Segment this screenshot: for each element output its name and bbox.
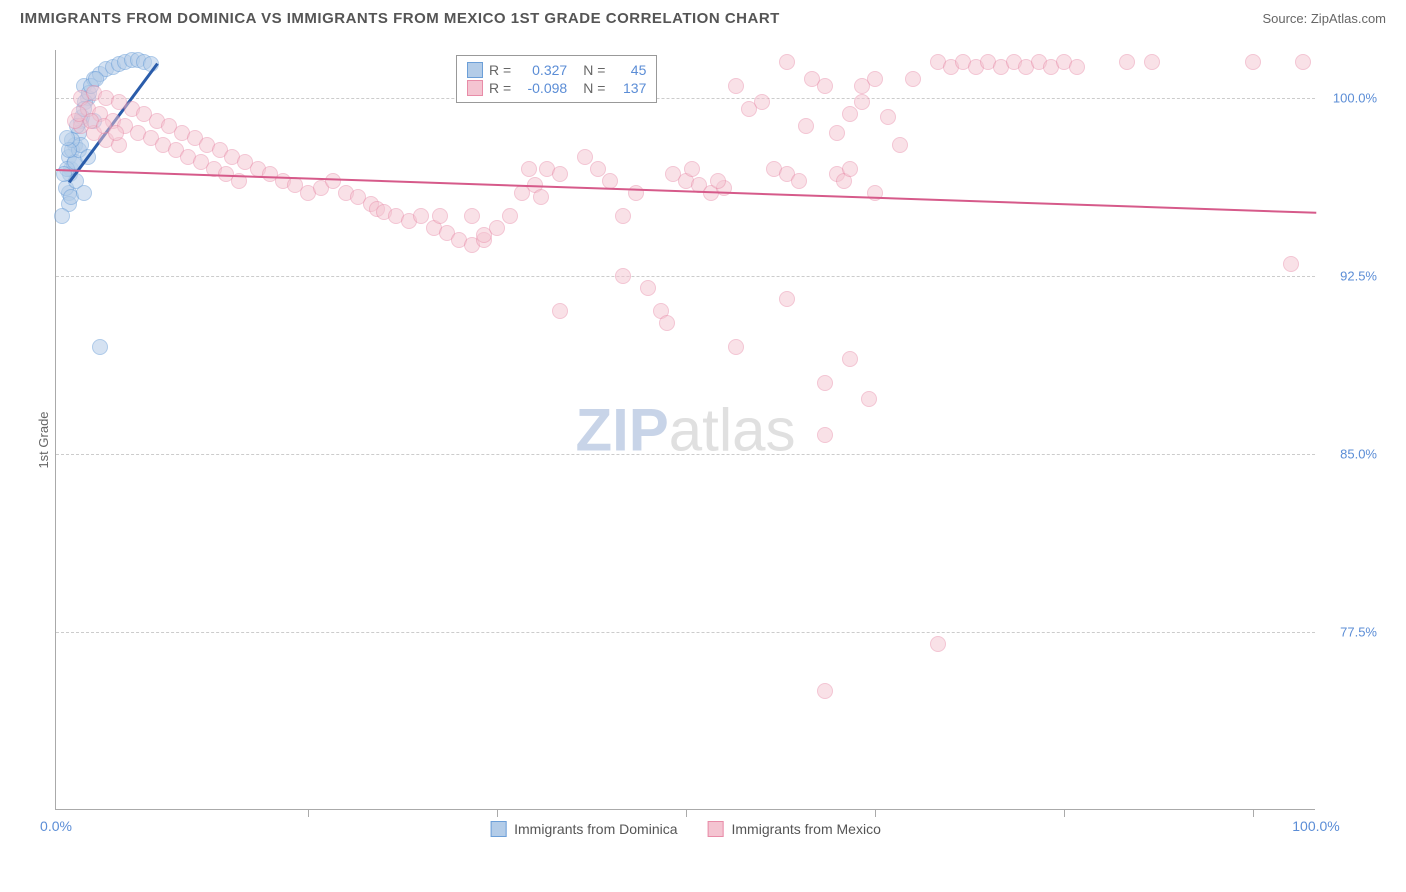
scatter-point	[861, 391, 877, 407]
legend-swatch	[490, 821, 506, 837]
scatter-point	[880, 109, 896, 125]
y-tick-label: 100.0%	[1333, 90, 1377, 105]
scatter-point	[1245, 54, 1261, 70]
scatter-point	[640, 280, 656, 296]
chart-title: IMMIGRANTS FROM DOMINICA VS IMMIGRANTS F…	[20, 10, 780, 27]
scatter-point	[684, 161, 700, 177]
legend-r-value: 0.327	[517, 62, 567, 78]
scatter-point	[817, 78, 833, 94]
y-tick-label: 85.0%	[1340, 446, 1377, 461]
scatter-point	[615, 268, 631, 284]
correlation-legend: R = 0.327 N = 45 R = -0.098 N = 137	[456, 55, 657, 103]
scatter-point	[59, 130, 75, 146]
x-tick-mark	[875, 809, 876, 817]
scatter-point	[842, 106, 858, 122]
legend-label: Immigrants from Mexico	[732, 821, 881, 837]
scatter-point	[552, 166, 568, 182]
scatter-point	[842, 161, 858, 177]
scatter-point	[867, 71, 883, 87]
x-tick-label: 0.0%	[40, 818, 72, 834]
scatter-point	[502, 208, 518, 224]
gridline-h	[56, 632, 1315, 633]
legend-n-value: 45	[611, 62, 646, 78]
scatter-point	[489, 220, 505, 236]
legend-n-label: N =	[583, 62, 605, 78]
x-tick-label: 100.0%	[1292, 818, 1339, 834]
scatter-point	[854, 94, 870, 110]
scatter-point	[728, 78, 744, 94]
gridline-h	[56, 98, 1315, 99]
gridline-h	[56, 276, 1315, 277]
scatter-point	[829, 125, 845, 141]
scatter-point	[602, 173, 618, 189]
bottom-legend-item: Immigrants from Dominica	[490, 821, 677, 837]
x-tick-mark	[686, 809, 687, 817]
bottom-legend: Immigrants from Dominica Immigrants from …	[490, 821, 881, 837]
legend-r-value: -0.098	[517, 80, 567, 96]
bottom-legend-item: Immigrants from Mexico	[708, 821, 881, 837]
gridline-h	[56, 454, 1315, 455]
legend-r-label: R =	[489, 62, 511, 78]
y-axis-label: 1st Grade	[36, 411, 51, 468]
legend-swatch	[467, 80, 483, 96]
legend-n-value: 137	[611, 80, 646, 96]
y-tick-label: 92.5%	[1340, 268, 1377, 283]
x-tick-mark	[1253, 809, 1254, 817]
legend-n-label: N =	[583, 80, 605, 96]
legend-label: Immigrants from Dominica	[514, 821, 677, 837]
scatter-point	[1283, 256, 1299, 272]
x-tick-mark	[497, 809, 498, 817]
scatter-point	[798, 118, 814, 134]
scatter-point	[892, 137, 908, 153]
legend-row: R = -0.098 N = 137	[467, 80, 646, 96]
scatter-point	[432, 208, 448, 224]
scatter-point	[92, 339, 108, 355]
scatter-point	[413, 208, 429, 224]
scatter-point	[754, 94, 770, 110]
scatter-point	[54, 208, 70, 224]
scatter-point	[1144, 54, 1160, 70]
scatter-point	[710, 173, 726, 189]
x-tick-mark	[308, 809, 309, 817]
scatter-point	[615, 208, 631, 224]
scatter-point	[791, 173, 807, 189]
chart-area: 1st Grade ZIPatlas 100.0%92.5%85.0%77.5%…	[55, 50, 1355, 830]
scatter-point	[76, 185, 92, 201]
y-tick-label: 77.5%	[1340, 624, 1377, 639]
scatter-point	[1069, 59, 1085, 75]
scatter-point	[552, 303, 568, 319]
scatter-point	[108, 125, 124, 141]
scatter-point	[905, 71, 921, 87]
scatter-point	[930, 636, 946, 652]
x-tick-mark	[1064, 809, 1065, 817]
scatter-point	[628, 185, 644, 201]
scatter-point	[464, 208, 480, 224]
scatter-point	[1295, 54, 1311, 70]
scatter-point	[659, 315, 675, 331]
scatter-point	[728, 339, 744, 355]
source-label: Source: ZipAtlas.com	[1262, 11, 1386, 26]
scatter-point	[842, 351, 858, 367]
legend-r-label: R =	[489, 80, 511, 96]
scatter-point	[779, 54, 795, 70]
scatter-point	[521, 161, 537, 177]
legend-row: R = 0.327 N = 45	[467, 62, 646, 78]
scatter-point	[817, 375, 833, 391]
scatter-point	[779, 291, 795, 307]
plot-area: ZIPatlas 100.0%92.5%85.0%77.5%0.0%100.0%…	[55, 50, 1315, 810]
legend-swatch	[708, 821, 724, 837]
scatter-point	[533, 189, 549, 205]
scatter-point	[817, 427, 833, 443]
scatter-point	[817, 683, 833, 699]
scatter-point	[1119, 54, 1135, 70]
scatter-point	[577, 149, 593, 165]
legend-swatch	[467, 62, 483, 78]
